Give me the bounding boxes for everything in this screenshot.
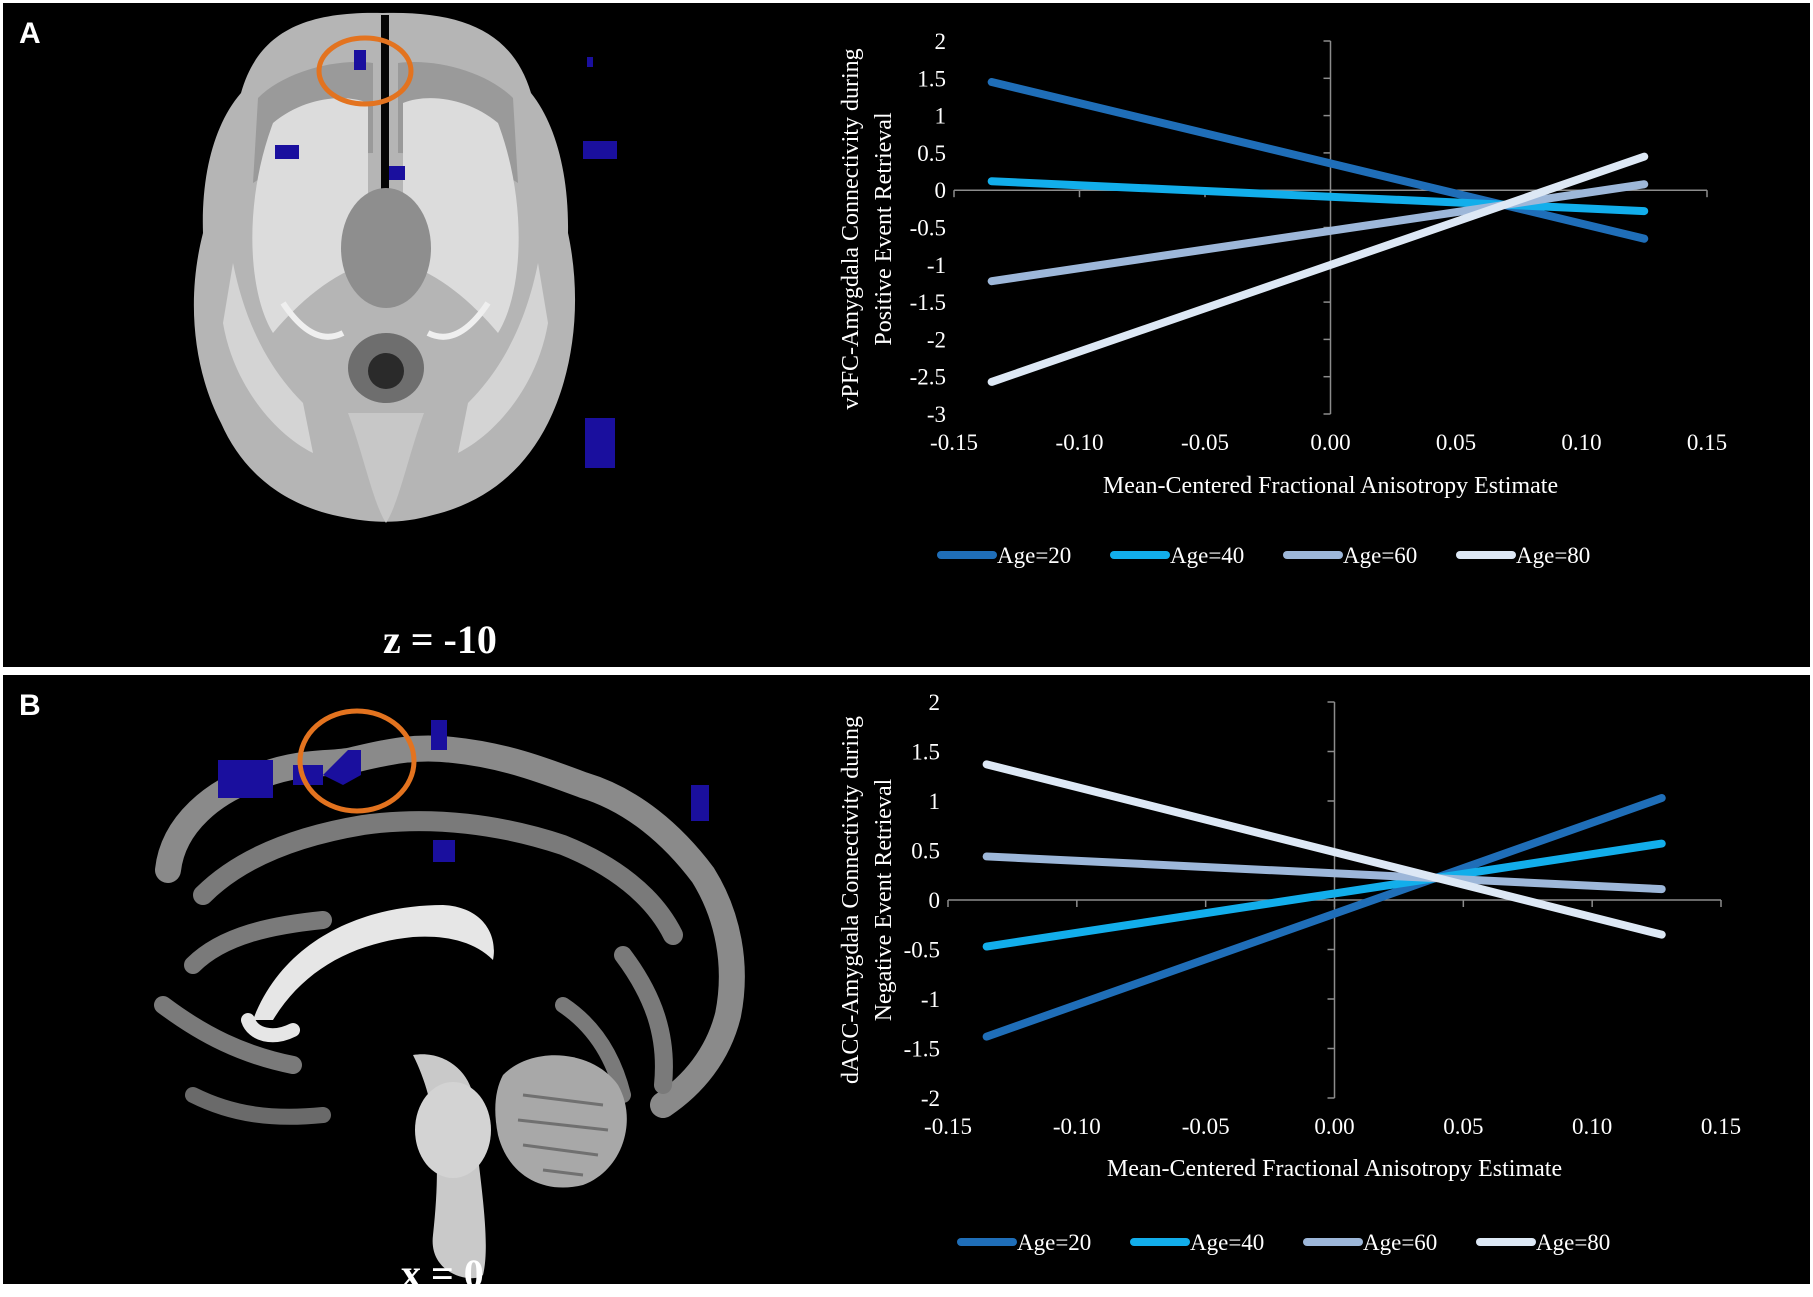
y-tick-label: -0.5 [904, 938, 940, 963]
panel-b: B x [3, 675, 1810, 1296]
legend-label: Age=20 [1017, 1230, 1091, 1255]
y-tick-label: -2 [921, 1086, 940, 1111]
y-tick-label: 0.5 [911, 839, 940, 864]
y-tick-label: -1.5 [904, 1037, 940, 1062]
x-tick-label: 0.10 [1561, 430, 1601, 455]
sagittal-brain-slice [154, 708, 745, 1279]
y-axis-title-line-2: Positive Event Retrieval [871, 112, 897, 346]
x-tick-label: 0.05 [1436, 430, 1476, 455]
chart-a: -0.15 -0.10 -0.05 0.00 0.05 0.10 0.15 2 1.5 1 0.5 0… [838, 29, 1727, 568]
x-tick-label: 0.15 [1687, 430, 1727, 455]
x-tick-label: 0.00 [1314, 1114, 1354, 1139]
series-line-age-20 [982, 794, 1666, 1041]
x-tick-label: -0.05 [1182, 1114, 1230, 1139]
legend-label: Age=60 [1343, 543, 1417, 568]
y-tick-label: -1.5 [910, 290, 946, 315]
y-tick-label: 1.5 [911, 740, 940, 765]
series-line-age-80 [987, 152, 1649, 386]
activation-clusters [218, 720, 709, 862]
y-tick-label: -2.5 [910, 365, 946, 390]
legend-label: Age=40 [1170, 543, 1244, 568]
x-axis-title: Mean-Centered Fractional Anisotropy Esti… [1107, 1156, 1562, 1182]
slice-label-z: z = -10 [383, 617, 497, 662]
legend-label: Age=80 [1536, 1230, 1610, 1255]
y-tick-label: -3 [927, 402, 946, 427]
series-line-age-20 [987, 78, 1649, 243]
legend-label: Age=20 [997, 543, 1071, 568]
x-tick-label: -0.15 [930, 430, 978, 455]
y-tick-label: 2 [929, 690, 941, 715]
y-axis-title-line-2: Negative Event Retrieval [871, 778, 897, 1021]
series-line-age-40 [987, 177, 1649, 216]
activation-clusters [275, 50, 617, 468]
y-tick-label: 1 [929, 789, 941, 814]
y-axis-title-line-1: dACC-Amygdala Connectivity during [838, 716, 864, 1084]
legend-label: Age=60 [1363, 1230, 1437, 1255]
axial-brain-image [193, 12, 576, 523]
legend-label: Age=80 [1516, 543, 1590, 568]
y-axis-title-line-1: vPFC-Amygdala Connectivity during [838, 48, 864, 409]
series-line-age-80 [982, 760, 1666, 939]
y-tick-label: 1.5 [917, 66, 946, 91]
highlight-circle [297, 708, 417, 814]
y-tick-label: 0.5 [917, 141, 946, 166]
x-tick-label: -0.15 [924, 1114, 972, 1139]
y-tick-label: 2 [935, 29, 947, 54]
x-axis-title: Mean-Centered Fractional Anisotropy Esti… [1103, 473, 1558, 499]
y-tick-label: -1 [921, 987, 940, 1012]
x-tick-label: 0.05 [1443, 1114, 1483, 1139]
y-tick-label: 0 [935, 178, 947, 203]
y-tick-label: -2 [927, 327, 946, 352]
y-tick-label: 1 [935, 104, 947, 129]
chart-b: -0.15 -0.10 -0.05 0.00 0.05 0.10 0.15 2 1.5 1 0.5 0… [838, 690, 1741, 1255]
series-line-age-60 [987, 180, 1649, 286]
panel-a-letter: A [19, 17, 41, 50]
legend-label: Age=40 [1190, 1230, 1264, 1255]
x-tick-label: 0.00 [1310, 430, 1350, 455]
series-line-age-40 [982, 839, 1666, 951]
series-line-age-60 [982, 852, 1666, 894]
y-tick-label: 0 [929, 888, 941, 913]
x-tick-label: -0.10 [1053, 1114, 1101, 1139]
x-tick-label: 0.10 [1572, 1114, 1612, 1139]
panel-a: A [3, 3, 1810, 667]
x-tick-label: 0.15 [1701, 1114, 1741, 1139]
x-tick-label: -0.05 [1181, 430, 1229, 455]
y-tick-label: -0.5 [910, 216, 946, 241]
x-tick-label: -0.10 [1056, 430, 1104, 455]
axial-brain-slice [193, 12, 617, 523]
highlight-circle [316, 35, 414, 107]
panel-b-letter: B [19, 689, 41, 722]
y-tick-label: -1 [927, 253, 946, 278]
